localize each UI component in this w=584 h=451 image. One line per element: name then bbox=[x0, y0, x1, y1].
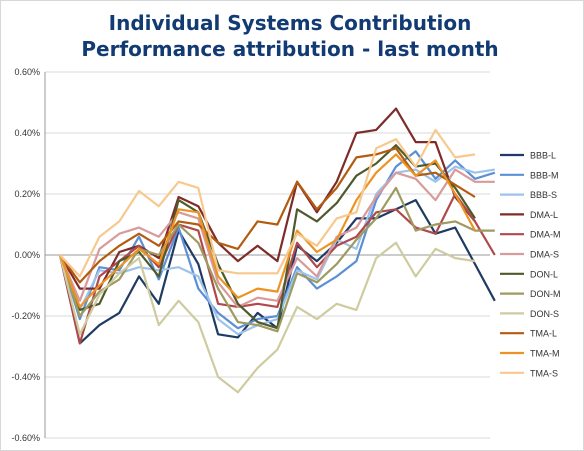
legend-label: DMA-S bbox=[530, 250, 559, 260]
legend-label: TMA-M bbox=[530, 349, 560, 359]
y-tick-label: 0.40% bbox=[14, 128, 40, 138]
series-line-don-m bbox=[58, 186, 495, 333]
y-tick-label: -0.40% bbox=[11, 372, 40, 382]
legend: BBB-L BBB-M BBB-S DMA-L DMA-M DMA-S DON-L DON-M… bbox=[500, 151, 561, 378]
legend-label: DON-L bbox=[530, 269, 558, 279]
legend-label: DMA-M bbox=[530, 230, 561, 240]
legend-label: BBB-L bbox=[530, 151, 556, 161]
y-tick-label: -0.60% bbox=[11, 433, 40, 443]
chart-subtitle: Performance attribution - last month bbox=[81, 37, 499, 61]
series-line-tma-s bbox=[59, 128, 476, 278]
series-line-tma-m bbox=[58, 153, 476, 308]
legend-label: TMA-S bbox=[530, 368, 558, 378]
series-line-don-s bbox=[58, 241, 476, 394]
axes bbox=[44, 72, 490, 438]
legend-label: DMA-L bbox=[530, 210, 558, 220]
y-tick-labels: -0.60% -0.40% -0.20% 0.00% 0.20% 0.40% 0.60% bbox=[11, 67, 40, 443]
legend-label: BBB-M bbox=[530, 170, 559, 180]
legend-label: DON-M bbox=[530, 289, 561, 299]
series-line-dma-l bbox=[59, 107, 476, 290]
y-tick-label: 0.20% bbox=[14, 189, 40, 199]
series-lines bbox=[58, 107, 496, 394]
legend-label: DON-S bbox=[530, 309, 559, 319]
series-line-dma-s bbox=[58, 168, 495, 308]
y-tick-label: 0.00% bbox=[14, 250, 40, 260]
legend-label: TMA-L bbox=[530, 329, 557, 339]
y-tick-label: 0.60% bbox=[14, 67, 40, 77]
chart-title: Individual Systems Contribution bbox=[108, 11, 472, 35]
series-line-tma-l bbox=[59, 147, 476, 284]
y-tick-label: -0.20% bbox=[11, 311, 40, 321]
legend-label: BBB-S bbox=[530, 190, 557, 200]
